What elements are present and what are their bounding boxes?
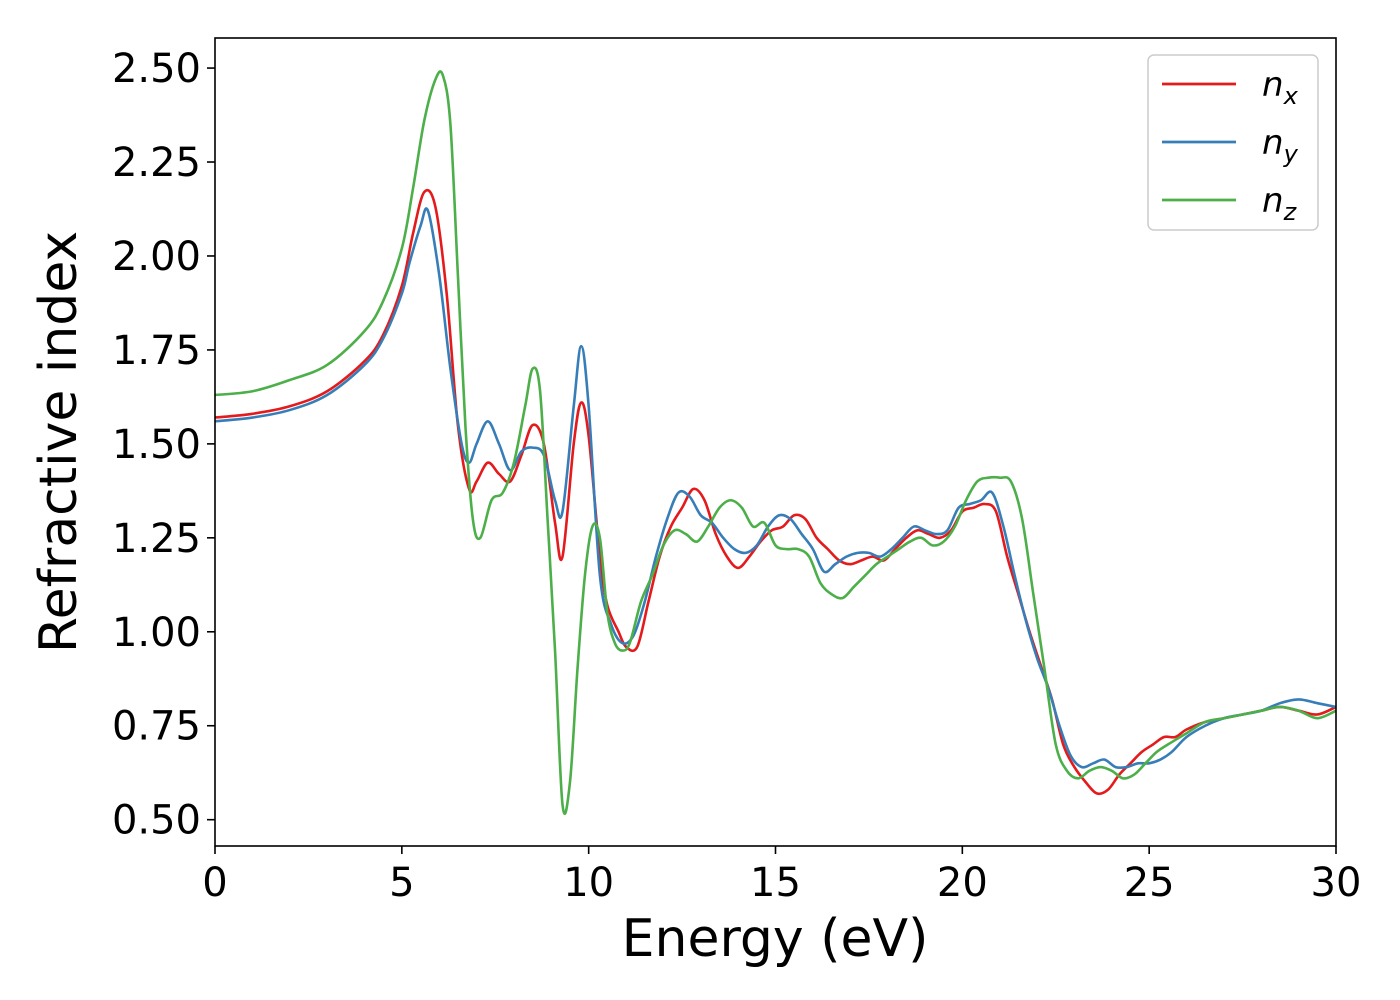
y-tick-label: 2.25: [112, 140, 201, 186]
y-tick-label: 1.75: [112, 328, 201, 374]
series-line-n-y: [215, 207, 1336, 770]
y-tick-label: 1.25: [112, 516, 201, 562]
legend-label-subscript: y: [1283, 140, 1299, 168]
x-tick-label: 30: [1311, 860, 1362, 906]
x-axis: 0 5 10 15 20 25 30: [202, 846, 1361, 906]
legend-label-main: n: [1262, 65, 1284, 105]
y-tick-label: 0.75: [112, 704, 201, 750]
x-axis-label: Energy (eV): [622, 909, 929, 969]
y-tick-label: 0.50: [112, 798, 201, 844]
x-tick-label: 5: [389, 860, 414, 906]
y-axis-label: Refractive index: [29, 231, 89, 653]
x-tick-label: 15: [750, 860, 801, 906]
series-line-n-x: [215, 188, 1336, 796]
x-tick-label: 20: [937, 860, 988, 906]
x-tick-label: 25: [1124, 860, 1175, 906]
legend-label-main: n: [1262, 181, 1284, 221]
legend-label-n-z: nz: [1262, 181, 1298, 226]
x-tick-label: 0: [202, 860, 227, 906]
y-tick-label: 1.50: [112, 422, 201, 468]
series-layer: [215, 70, 1336, 815]
legend-label-n-x: nx: [1262, 65, 1299, 110]
y-tick-label: 1.00: [112, 610, 201, 656]
y-tick-label: 2.50: [112, 46, 201, 92]
x-tick-label: 10: [563, 860, 614, 906]
legend-label-subscript: z: [1283, 198, 1298, 226]
y-tick-label: 2.00: [112, 234, 201, 280]
y-axis: 0.50 0.75 1.00 1.25 1.50 1.75 2.00 2.25 2.50: [112, 46, 215, 844]
legend-label-subscript: x: [1283, 82, 1299, 110]
series-line-n-z: [215, 70, 1336, 815]
legend-label-main: n: [1262, 123, 1284, 163]
legend-label-n-y: ny: [1262, 123, 1299, 168]
